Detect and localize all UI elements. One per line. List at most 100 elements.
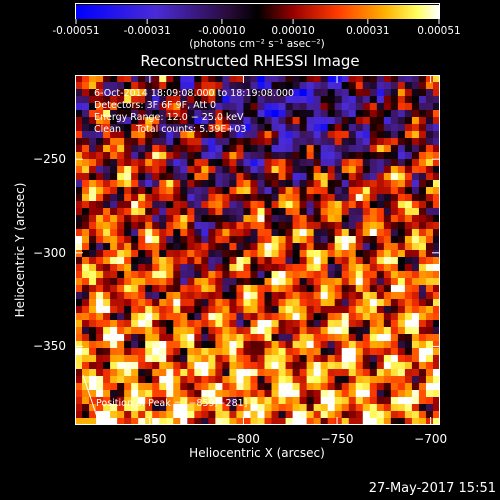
heatmap-cell	[390, 117, 399, 125]
heatmap-cell	[243, 152, 251, 160]
heatmap-cell	[124, 369, 132, 377]
heatmap-cell	[404, 369, 413, 377]
heatmap-cell	[292, 159, 301, 167]
heatmap-cell	[390, 292, 399, 300]
heatmap-cell	[124, 75, 132, 83]
colorbar-tick-label: 0.00031	[346, 25, 390, 37]
heatmap-cell	[180, 82, 188, 90]
heatmap-cell	[257, 327, 266, 335]
heatmap-cell	[75, 159, 83, 167]
heatmap-cell	[432, 271, 440, 279]
heatmap-cell	[418, 278, 427, 286]
heatmap-cell	[194, 369, 202, 377]
heatmap-cell	[383, 257, 392, 265]
heatmap-cell	[82, 292, 90, 300]
heatmap-cell	[348, 250, 357, 258]
heatmap-cell	[341, 215, 350, 223]
heatmap-cell	[411, 271, 420, 279]
heatmap-cell	[194, 75, 202, 83]
heatmap-cell	[278, 208, 287, 216]
heatmap-cell	[432, 236, 440, 244]
heatmap-cell	[180, 397, 188, 405]
heatmap-cell	[411, 82, 420, 90]
heatmap-cell	[327, 404, 336, 412]
heatmap-cell	[341, 180, 350, 188]
heatmap-cell	[89, 257, 97, 265]
heatmap-cell	[355, 411, 364, 419]
heatmap-cell	[110, 376, 118, 384]
heatmap-cell	[75, 271, 83, 279]
heatmap-cell	[292, 250, 301, 258]
heatmap-cell	[194, 131, 202, 139]
heatmap-cell	[180, 292, 188, 300]
heatmap-cell	[145, 117, 153, 125]
heatmap-cell	[397, 369, 406, 377]
heatmap-cell	[327, 271, 336, 279]
heatmap-cell	[124, 306, 132, 314]
heatmap-cell	[110, 278, 118, 286]
heatmap-cell	[369, 278, 378, 286]
heatmap-cell	[257, 383, 266, 391]
heatmap-cell	[96, 411, 104, 419]
heatmap-cell	[96, 362, 104, 370]
heatmap-cell	[82, 306, 90, 314]
heatmap-cell	[257, 131, 266, 139]
heatmap-cell	[376, 82, 385, 90]
heatmap-cell	[103, 222, 111, 230]
heatmap-cell	[292, 215, 301, 223]
heatmap-cell	[383, 103, 392, 111]
heatmap-cell	[131, 362, 139, 370]
heatmap-cell	[362, 229, 371, 237]
heatmap-cell	[194, 194, 202, 202]
heatmap-cell	[425, 250, 434, 258]
heatmap-cell	[278, 243, 287, 251]
heatmap-cell	[117, 215, 125, 223]
heatmap-cell	[201, 320, 209, 328]
heatmap-cell	[89, 278, 97, 286]
heatmap-cell	[278, 96, 287, 104]
heatmap-cell	[180, 285, 188, 293]
heatmap-cell	[215, 271, 223, 279]
heatmap-cell	[369, 138, 378, 146]
heatmap-cell	[152, 96, 160, 104]
heatmap-cell	[369, 243, 378, 251]
heatmap-cell	[271, 110, 280, 118]
heatmap-cell	[369, 299, 378, 307]
heatmap-cell	[96, 390, 104, 398]
heatmap-cell	[313, 187, 322, 195]
heatmap-cell	[145, 376, 153, 384]
heatmap-cell	[124, 320, 132, 328]
heatmap-cell	[348, 187, 357, 195]
heatmap-cell	[180, 117, 188, 125]
heatmap-cell	[306, 194, 315, 202]
heatmap-cell	[215, 159, 223, 167]
heatmap-cell	[166, 131, 174, 139]
heatmap-cell	[187, 124, 195, 132]
heatmap-cell	[383, 418, 392, 425]
heatmap-cell	[236, 306, 244, 314]
heatmap-cell	[243, 390, 251, 398]
heatmap-cell	[215, 418, 223, 425]
heatmap-cell	[278, 376, 287, 384]
heatmap-cell	[432, 418, 440, 425]
heatmap-cell	[124, 180, 132, 188]
heatmap-cell	[82, 348, 90, 356]
heatmap-cell	[369, 222, 378, 230]
heatmap-cell	[313, 201, 322, 209]
heatmap-cell	[145, 362, 153, 370]
heatmap-cell	[271, 103, 280, 111]
heatmap-cell	[89, 229, 97, 237]
heatmap-cell	[341, 208, 350, 216]
heatmap-cell	[404, 250, 413, 258]
heatmap-cell	[257, 138, 266, 146]
heatmap-cell	[138, 383, 146, 391]
heatmap-cell	[292, 75, 301, 83]
heatmap-cell	[425, 411, 434, 419]
heatmap-cell	[271, 334, 280, 342]
heatmap-cell	[278, 201, 287, 209]
heatmap-cell	[278, 383, 287, 391]
heatmap-cell	[180, 334, 188, 342]
heatmap-cell	[166, 236, 174, 244]
heatmap-cell	[341, 369, 350, 377]
heatmap-cell	[103, 117, 111, 125]
